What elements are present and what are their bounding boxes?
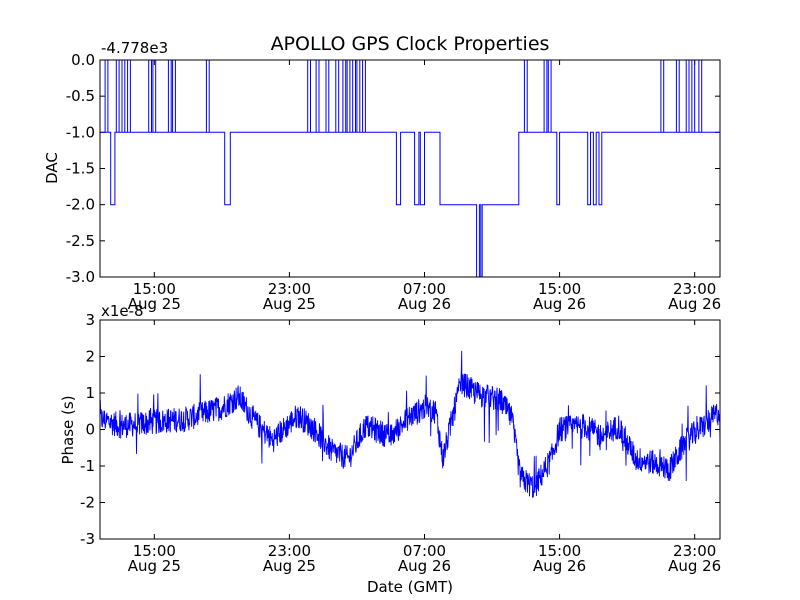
x-tick-time-label: 23:00	[268, 542, 311, 560]
x-tick-date-label: Aug 25	[128, 557, 181, 575]
dac-spike	[342, 60, 347, 133]
y-tick-label: 3	[85, 311, 95, 329]
y-tick-label: -2.5	[66, 232, 95, 250]
x-tick-time-label: 15:00	[133, 280, 176, 298]
y-tick-label: 0	[85, 421, 95, 439]
x-tick-time-label: 07:00	[403, 542, 446, 560]
x-tick-date-label: Aug 25	[263, 557, 316, 575]
dac-spike	[547, 60, 552, 133]
y-tick-label: 0.0	[71, 51, 95, 69]
y-tick-label: -0.5	[66, 87, 95, 105]
dac-spike	[346, 60, 351, 133]
x-tick-date-label: Aug 26	[398, 557, 451, 575]
dac-spike	[152, 60, 157, 133]
dac-spike	[121, 60, 126, 133]
y-tick-label: 2	[85, 348, 95, 366]
y-tick-label: -1.5	[66, 160, 95, 178]
dac-spike	[315, 60, 320, 133]
phase-y-axis-label: Phase (s)	[59, 395, 77, 464]
x-tick-time-label: 23:00	[673, 280, 716, 298]
dac-spike	[660, 60, 665, 133]
dac-spike	[362, 60, 366, 133]
dac-spike	[675, 60, 680, 133]
dac-plot-frame	[99, 59, 721, 278]
x-tick-time-label: 15:00	[538, 542, 581, 560]
dac-spike	[325, 60, 330, 133]
x-tick-time-label: 23:00	[268, 280, 311, 298]
y-tick-label: -2	[80, 494, 95, 512]
x-tick-time-label: 15:00	[133, 542, 176, 560]
dac-spike	[205, 60, 210, 133]
dac-spike	[523, 60, 528, 133]
dac-spike	[148, 60, 152, 133]
x-tick-time-label: 07:00	[403, 280, 446, 298]
x-tick-date-label: Aug 25	[263, 295, 316, 313]
x-tick-time-label: 23:00	[673, 542, 716, 560]
y-tick-label: -2.0	[66, 196, 95, 214]
y-tick-label: 1	[85, 384, 95, 402]
dac-spike	[167, 60, 172, 133]
x-tick-time-label: 15:00	[538, 280, 581, 298]
dac-spike	[127, 60, 131, 133]
dac-y-axis-label: DAC	[43, 152, 61, 184]
x-tick-date-label: Aug 25	[128, 295, 181, 313]
y-tick-label: -1.0	[66, 123, 95, 141]
x-tick-date-label: Aug 26	[668, 295, 721, 313]
chart-title: APOLLO GPS Clock Properties	[271, 33, 550, 55]
dac-series	[100, 60, 720, 277]
phase-offset-text: x1e-8	[101, 302, 144, 320]
dac-offset-text: -4.778e3	[101, 39, 168, 57]
dac-panel: -4.778e3 DAC 0.0 -0.5 -1.0 -1.5 -2.0 -2.5 -3.0…	[43, 39, 721, 313]
dac-spike	[307, 60, 311, 133]
phase-line	[100, 350, 720, 498]
x-tick-date-label: Aug 26	[533, 557, 586, 575]
dac-spike	[685, 60, 690, 133]
dac-spike	[335, 60, 340, 133]
dac-spike	[172, 60, 176, 133]
dac-spike	[115, 60, 120, 133]
y-tick-label: -3.0	[66, 268, 95, 286]
phase-series	[100, 350, 720, 498]
dac-spike	[352, 60, 356, 133]
dac-spike	[543, 60, 548, 133]
dac-spike	[104, 60, 109, 133]
dac-spike	[356, 60, 361, 133]
y-tick-label: -1	[80, 457, 95, 475]
x-axis-label: Date (GMT)	[367, 578, 453, 596]
x-tick-date-label: Aug 26	[398, 295, 451, 313]
dac-spike	[691, 60, 696, 133]
x-tick-date-label: Aug 26	[668, 557, 721, 575]
dac-line	[100, 131, 720, 277]
y-tick-label: -3	[80, 530, 95, 548]
dac-spike	[698, 60, 703, 133]
x-tick-date-label: Aug 26	[533, 295, 586, 313]
phase-plot-frame	[99, 319, 721, 540]
